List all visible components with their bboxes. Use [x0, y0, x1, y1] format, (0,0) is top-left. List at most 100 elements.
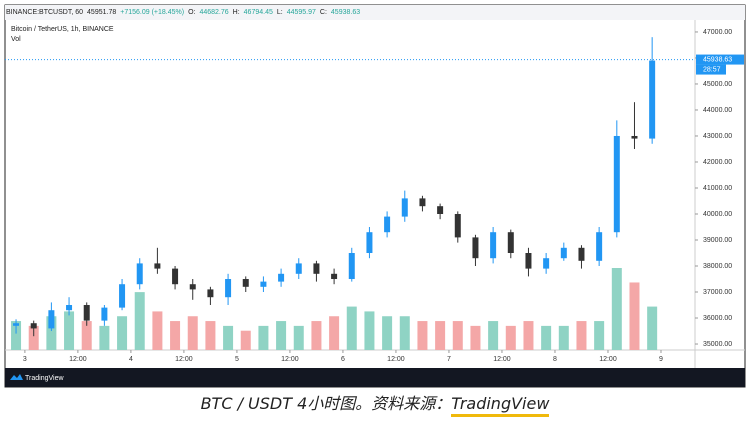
candle-body [543, 258, 550, 269]
y-tick-label: 40000.00 [703, 211, 732, 218]
y-tick-label: 43000.00 [703, 133, 732, 140]
volume-bar [329, 316, 340, 350]
candle-body [578, 247, 585, 261]
x-tick-label: 9 [659, 356, 663, 363]
candle-body [295, 263, 302, 274]
ohlc-value: 46794.45 [243, 9, 273, 16]
x-tick-label: 12:00 [599, 356, 617, 363]
x-tick-label: 6 [341, 356, 345, 363]
candle-body [348, 253, 355, 280]
ohlc-value: 45938.63 [330, 9, 361, 16]
candle-body [207, 289, 214, 298]
x-tick-label: 8 [553, 356, 557, 363]
symbol: BINANCE:BTCUSDT, 60 [6, 9, 84, 16]
volume-bar [505, 325, 516, 350]
candle-body [13, 323, 20, 326]
candle-body [48, 310, 55, 329]
volume-bar [223, 325, 234, 350]
y-tick-label: 42000.00 [703, 159, 732, 166]
instrument: Bitcoin / TetherUS, 1h, BINANCE [11, 26, 114, 33]
candle-body [172, 268, 179, 285]
y-tick-label: 44000.00 [703, 107, 732, 114]
x-tick-label: 3 [23, 356, 27, 363]
candle-body [596, 232, 603, 261]
x-tick-label: 12:00 [69, 356, 87, 363]
volume-bar [594, 321, 605, 350]
volume-bar [346, 306, 357, 350]
candle-body [507, 232, 514, 254]
volume-bar [152, 311, 163, 350]
candle-body [437, 206, 444, 214]
y-tick-label: 45000.00 [703, 81, 732, 88]
volume-bar [11, 321, 22, 350]
volume-bar [382, 316, 393, 350]
price: 45951.78 [87, 9, 117, 16]
countdown-box [696, 64, 726, 75]
candle-body [30, 323, 37, 329]
y-tick-label: 47000.00 [703, 29, 732, 36]
last-price-box [696, 54, 744, 65]
candle-body [366, 232, 373, 254]
candle-body [66, 305, 73, 311]
x-tick-label: 4 [129, 356, 133, 363]
legend: Bitcoin / TetherUS, 1h, BINANCE Vol [11, 25, 114, 45]
y-tick-label: 36000.00 [703, 315, 732, 322]
candle-body [490, 232, 497, 259]
volume-bar [523, 321, 534, 350]
logo-icon [10, 374, 23, 380]
ohlc-key: C: [319, 9, 327, 16]
candle-body [613, 135, 620, 233]
header: BINANCE:BTCUSDT, 60 45951.78 +7156.09 (+… [6, 7, 360, 18]
header-bar [5, 5, 745, 20]
x-tick-label: 12:00 [281, 356, 299, 363]
candle-body [154, 263, 161, 269]
volume-bar [28, 325, 39, 350]
volume-bar [99, 325, 110, 350]
candle-body [83, 305, 90, 321]
y-tick-label: 37000.00 [703, 289, 732, 296]
candle-body [101, 307, 108, 321]
x-tick-label: 5 [235, 356, 239, 363]
x-tick-label: 12:00 [387, 356, 405, 363]
ohlc-key: O: [188, 9, 196, 16]
volume-bar [629, 282, 640, 350]
volume-bar [470, 325, 481, 350]
candle-body [384, 216, 391, 233]
change: +7156.09 (+18.45%) [120, 9, 185, 16]
volume-bar [452, 321, 463, 350]
candle-body [560, 247, 567, 259]
volume-bar [364, 311, 375, 350]
volume-bar [576, 321, 587, 350]
ohlc-value: 44595.97 [286, 9, 316, 16]
ohlc-value: 44682.76 [199, 9, 229, 16]
volume-bar [64, 311, 75, 350]
x-tick-label: 12:00 [493, 356, 511, 363]
candle-body [260, 281, 267, 287]
volume-bar [276, 321, 287, 350]
x-tick-label: 7 [447, 356, 451, 363]
candle-body [136, 263, 143, 285]
volume-bar [240, 330, 251, 350]
candle-body [472, 237, 479, 259]
caption-text: BTC / USDT 4小时图。资料来源： [200, 394, 452, 413]
volume-bar [541, 325, 552, 350]
volume-bar [81, 321, 92, 350]
y-tick-label: 35000.00 [703, 341, 732, 348]
last-price-label: 45938.63 [703, 56, 732, 63]
ohlc-key: L: [276, 9, 283, 16]
candle-body [313, 263, 320, 274]
candle-body [225, 279, 232, 298]
candle-body [525, 253, 532, 269]
y-tick-label: 41000.00 [703, 185, 732, 192]
volume-bar [187, 316, 198, 350]
volume-bar [117, 316, 128, 350]
candle-body [454, 213, 461, 238]
candle-body [401, 198, 408, 217]
volume-bar [205, 321, 216, 350]
volume-bar [258, 325, 269, 350]
volume-bar [417, 321, 428, 350]
x-tick-label: 12:00 [175, 356, 193, 363]
footer-bar [5, 368, 745, 387]
